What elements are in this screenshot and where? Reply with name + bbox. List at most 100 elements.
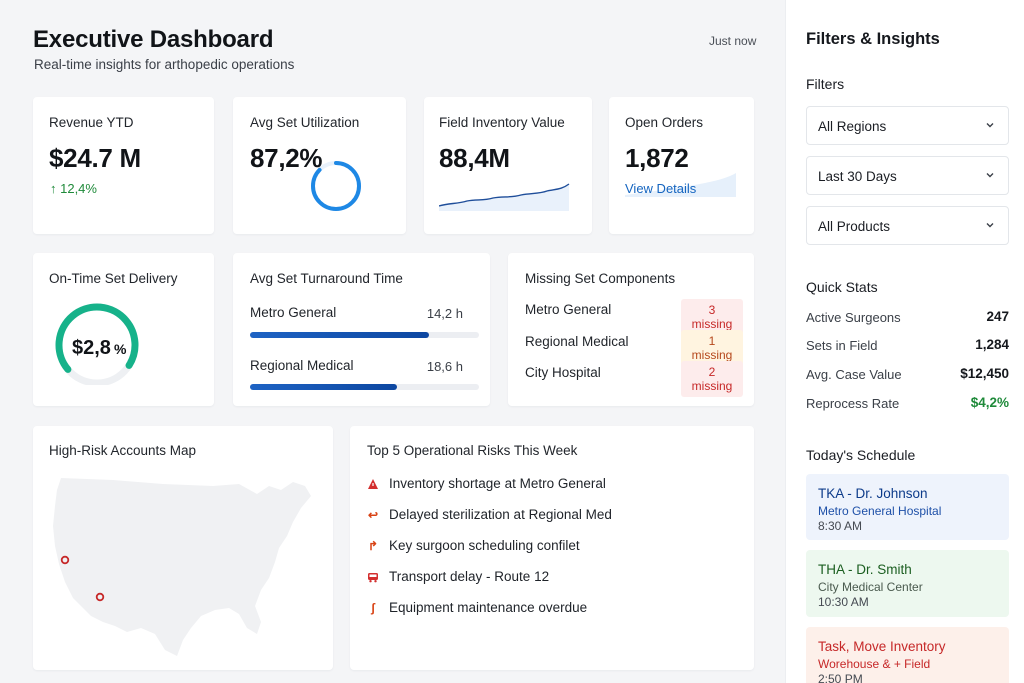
high-risk-map-card[interactable]: High-Risk Accounts Map: [33, 426, 333, 670]
revenue-card[interactable]: Revenue YTD $24.7 M ↑ 12,4%: [33, 97, 214, 234]
orders-area-chart: [625, 173, 736, 197]
schedule-item-location: Worehouse & + Field: [818, 657, 931, 671]
schedule-item-time: 2:50 PM: [818, 672, 863, 683]
quick-stats-heading: Quick Stats: [806, 279, 878, 295]
turnaround-bar-fill: [250, 332, 429, 338]
schedule-item-title: Task, Move Inventory: [818, 639, 946, 654]
missing-count-badge: 3 missing: [681, 299, 743, 335]
orders-label: Open Orders: [625, 115, 704, 130]
turnaround-card[interactable]: Avg Set Turnaround Time Metro General 14…: [233, 253, 490, 406]
sidebar-title: Filters & Insights: [806, 30, 940, 48]
region-filter-select[interactable]: All Regions: [806, 106, 1009, 145]
revenue-label: Revenue YTD: [49, 115, 134, 130]
last-updated-timestamp: Just now: [709, 34, 757, 48]
delivery-gauge: [55, 303, 139, 385]
stat-value: 247: [986, 309, 1009, 324]
product-filter-select[interactable]: All Products: [806, 206, 1009, 245]
revenue-delta: ↑ 12,4%: [50, 181, 97, 196]
risk-item[interactable]: ↱ Key surgoon scheduling confilet: [367, 538, 580, 553]
hook-icon: ↱: [367, 538, 379, 553]
on-time-delivery-card[interactable]: On-Time Set Delivery $2,8%: [33, 253, 214, 406]
inventory-label: Field Inventory Value: [439, 115, 565, 130]
turnaround-bar-track: [250, 332, 479, 338]
orders-value: 1,872: [625, 143, 689, 173]
revenue-value: $24.7 M: [49, 143, 141, 173]
on-time-delivery-label: On-Time Set Delivery: [49, 271, 178, 286]
risk-item[interactable]: ↩ Delayed sterilization at Regional Med: [367, 507, 612, 522]
date-range-filter-select[interactable]: Last 30 Days: [806, 156, 1009, 195]
page-title: Executive Dashboard: [33, 26, 274, 53]
stat-label: Active Surgeons: [806, 310, 901, 325]
stat-value: $12,450: [960, 366, 1009, 381]
utilization-ring: [311, 161, 361, 211]
missing-count-badge: 1 missing: [681, 330, 743, 366]
us-map[interactable]: [43, 466, 327, 662]
schedule-item-location: City Medical Center: [818, 580, 923, 594]
chevron-down-icon: [986, 223, 994, 228]
turnaround-row-name: Regional Medical: [250, 358, 354, 373]
utilization-label: Avg Set Utilization: [250, 115, 360, 130]
stat-label: Reprocess Rate: [806, 396, 900, 411]
stat-label: Sets in Field: [806, 338, 878, 353]
schedule-item-time: 10:30 AM: [818, 595, 869, 609]
schedule-item-location: Metro General Hospital: [818, 504, 942, 518]
schedule-item[interactable]: TKA - Dr. Johnson Metro General Hospital…: [806, 474, 1009, 540]
delivery-value: $2,8%: [72, 337, 126, 360]
orders-card[interactable]: Open Orders 1,872 View Details: [609, 97, 754, 234]
product-filter-value: All Products: [818, 219, 891, 234]
stat-label: Avg. Case Value: [806, 367, 902, 382]
utilization-card[interactable]: Avg Set Utilization 87,2%: [233, 97, 406, 234]
risk-text: Inventory shortage at Metro General: [389, 476, 606, 491]
risk-item[interactable]: Transport delay - Route 12: [367, 569, 549, 584]
view-details-link[interactable]: View Details: [625, 181, 697, 196]
chevron-down-icon: [986, 173, 994, 178]
turnaround-row-value: 14,2 h: [426, 306, 463, 321]
inventory-sparkline: [439, 183, 570, 211]
risk-item[interactable]: ʃ Equipment maintenance overdue: [367, 600, 587, 615]
missing-row-name: Metro General: [525, 302, 612, 317]
stat-value: $4,2%: [970, 395, 1009, 410]
wrench-icon: ʃ: [371, 600, 375, 615]
turnaround-row-value: 18,6 h: [426, 359, 463, 374]
schedule-heading: Today's Schedule: [806, 447, 916, 463]
missing-row-name: Regional Medical: [525, 334, 629, 349]
chevron-down-icon: [986, 123, 994, 128]
risk-text: Key surgoon scheduling confilet: [389, 538, 580, 553]
operational-risks-card: Top 5 Operational Risks This Week: [350, 426, 754, 670]
risk-text: Transport delay - Route 12: [389, 569, 550, 584]
delivery-value-unit: %: [113, 341, 127, 357]
turnaround-row-name: Metro General: [250, 305, 337, 320]
high-risk-map-label: High-Risk Accounts Map: [49, 443, 197, 458]
schedule-item[interactable]: THA - Dr. Smith City Medical Center 10:3…: [806, 550, 1009, 617]
missing-components-card[interactable]: Missing Set Components Metro General 3 m…: [508, 253, 754, 406]
turnaround-bar-fill: [250, 384, 397, 390]
warning-triangle-icon: [368, 478, 378, 489]
schedule-item-time: 8:30 AM: [818, 519, 863, 533]
utilization-value: 87,2%: [250, 143, 323, 173]
date-range-filter-value: Last 30 Days: [818, 169, 897, 184]
return-arrow-icon: ↩: [367, 507, 379, 522]
schedule-item-title: TKA - Dr. Johnson: [818, 486, 928, 501]
missing-components-label: Missing Set Components: [525, 271, 676, 286]
region-filter-value: All Regions: [818, 119, 887, 134]
main-content: Executive Dashboard Real-time insights f…: [33, 26, 757, 670]
inventory-value: 88,4M: [439, 143, 510, 173]
stat-value: 1,284: [975, 337, 1009, 352]
risk-item[interactable]: Inventory shortage at Metro General: [367, 476, 606, 491]
inventory-card[interactable]: Field Inventory Value 88,4M: [424, 97, 592, 234]
page-subtitle: Real-time insights for arthopedic operat…: [34, 57, 295, 72]
risk-marker-icon[interactable]: [95, 592, 105, 602]
risk-text: Delayed sterilization at Regional Med: [389, 507, 612, 522]
operational-risks-label: Top 5 Operational Risks This Week: [367, 443, 578, 458]
schedule-item-title: THA - Dr. Smith: [818, 562, 912, 577]
missing-count-badge: 2 missing: [681, 361, 743, 397]
turnaround-label: Avg Set Turnaround Time: [250, 271, 403, 286]
truck-icon: [368, 572, 378, 582]
delivery-value-number: $2,8: [72, 337, 111, 359]
filters-heading: Filters: [806, 76, 845, 92]
turnaround-bar-track: [250, 384, 479, 390]
risk-marker-icon[interactable]: [60, 555, 70, 565]
schedule-item[interactable]: Task, Move Inventory Worehouse & + Field…: [806, 627, 1009, 683]
missing-row-name: City Hospital: [525, 365, 601, 380]
risk-text: Equipment maintenance overdue: [389, 600, 588, 615]
